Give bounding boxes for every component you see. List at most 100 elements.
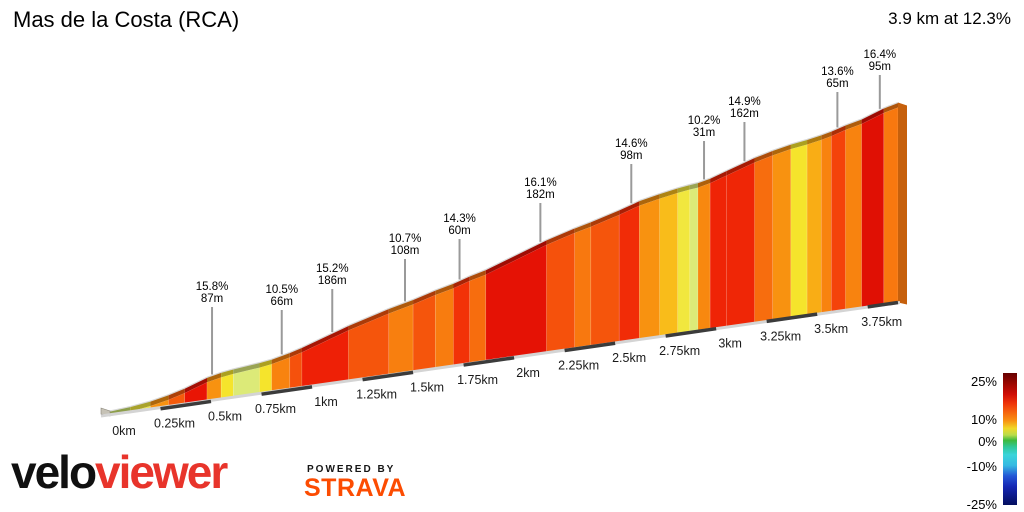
annotation-climb: 98m <box>620 150 642 162</box>
annotation-climb: 162m <box>730 108 759 120</box>
powered-by-label: POWERED BY <box>307 464 396 475</box>
gradient-annotations: 15.8%87m10.5%66m15.2%186m10.7%108m14.3%6… <box>196 49 896 375</box>
segment-top-face <box>271 352 290 365</box>
annotation-gradient: 15.2% <box>316 263 349 275</box>
legend-label: 10% <box>971 412 997 427</box>
segment-top-face <box>831 124 846 137</box>
segment-top-face <box>150 394 169 407</box>
annotation-climb: 60m <box>448 225 470 237</box>
gradient-segment <box>574 226 592 350</box>
gradient-segment <box>820 135 832 314</box>
segment-top-face <box>289 347 302 358</box>
annotation-gradient: 16.1% <box>524 177 557 189</box>
legend-color-bar <box>1003 373 1017 505</box>
segment-top-face <box>845 118 862 130</box>
veloviewer-logo: veloviewer <box>11 446 228 498</box>
segment-top-face <box>619 200 640 215</box>
segment-top-face <box>485 239 547 275</box>
x-tick-label: 0km <box>112 424 136 438</box>
segment-top-face <box>772 144 791 156</box>
annotation-climb: 31m <box>693 127 715 139</box>
gradient-segment <box>469 274 487 365</box>
profile-top-highlight <box>109 101 899 412</box>
gradient-segment <box>546 232 575 354</box>
x-tick-label: 1.75km <box>457 373 498 387</box>
annotation-gradient: 10.7% <box>389 233 422 245</box>
segment-top-face <box>348 308 389 331</box>
x-tick-label: 1km <box>314 395 338 409</box>
segment-top-face <box>639 193 660 206</box>
segment-top-face <box>754 150 773 163</box>
segment-top-face <box>821 131 832 140</box>
segment-top-face <box>710 170 727 184</box>
segment-top-face <box>435 283 454 296</box>
gradient-segment <box>289 351 303 391</box>
gradient-segment <box>831 129 846 313</box>
x-tick-label: 1.5km <box>410 380 444 394</box>
x-axis-dash <box>261 385 313 396</box>
x-axis-dash <box>362 370 414 382</box>
page-title: Mas de la Costa (RCA) <box>13 7 240 32</box>
annotation-climb: 95m <box>869 61 891 73</box>
annotation-gradient: 14.3% <box>443 213 476 225</box>
annotation-climb: 66m <box>271 296 293 308</box>
gradient-segment <box>453 280 470 367</box>
segment-top-face <box>590 209 620 227</box>
climb-summary: 3.9 km at 12.3% <box>888 9 1011 28</box>
x-tick-label: 3.25km <box>760 329 801 343</box>
annotation-climb: 87m <box>201 293 223 305</box>
x-axis-dash <box>160 399 212 411</box>
legend-label: 0% <box>978 434 997 449</box>
segment-top-face <box>130 401 151 412</box>
x-tick-label: 0.5km <box>208 409 242 423</box>
segment-top-face <box>184 377 207 394</box>
gradient-segment <box>618 205 640 343</box>
x-tick-label: 0.75km <box>255 402 296 416</box>
annotation-climb: 182m <box>526 189 555 201</box>
annotation-gradient: 15.8% <box>196 281 229 293</box>
annotation-climb: 186m <box>318 275 347 287</box>
gradient-segment <box>845 123 862 311</box>
segment-top-face <box>221 368 234 378</box>
x-tick-label: 2km <box>516 366 540 380</box>
x-tick-label: 2.75km <box>659 344 700 358</box>
segment-top-face <box>697 178 711 188</box>
gradient-segment <box>659 192 679 338</box>
x-tick-label: 1.25km <box>356 388 397 402</box>
gradient-segment <box>485 244 547 363</box>
strava-logo: STRAVA <box>304 474 407 502</box>
segment-top-face <box>206 372 222 383</box>
x-tick-label: 2.25km <box>558 359 599 373</box>
x-tick-label: 3.75km <box>861 315 902 329</box>
x-tick-label: 0.25km <box>154 417 195 431</box>
x-axis-dash <box>564 341 616 353</box>
segment-top-face <box>726 157 755 176</box>
x-axis-dash <box>665 326 717 338</box>
legend-label: -25% <box>967 497 998 512</box>
x-tick-label: 3.5km <box>814 322 848 336</box>
x-axis: 0km 0.25km 0.5km 0.75km 1km 1.25km 1.5km 1.75km… <box>100 300 902 438</box>
gradient-segment <box>806 139 822 316</box>
segment-top-face <box>413 290 436 305</box>
segment-top-face <box>574 221 591 233</box>
x-tick-label: 3km <box>718 337 742 351</box>
segment-top-face <box>388 299 414 314</box>
gradient-segment <box>790 144 808 319</box>
profile-top-ribbon <box>110 102 898 416</box>
x-axis-dash <box>766 312 818 324</box>
annotation-gradient: 16.4% <box>864 49 897 61</box>
gradient-segment <box>754 154 773 324</box>
gradient-segment <box>861 112 885 309</box>
segment-top-face <box>659 187 678 199</box>
annotation-gradient: 10.5% <box>265 284 298 296</box>
gradient-segment <box>590 214 620 348</box>
logo-velo-text: velo <box>11 446 97 498</box>
segment-top-face <box>469 269 486 281</box>
gradient-segment <box>697 182 711 332</box>
segment-top-face <box>301 325 349 353</box>
gradient-segment <box>412 294 436 373</box>
legend-label: 25% <box>971 374 997 389</box>
gradient-segment <box>709 175 727 330</box>
